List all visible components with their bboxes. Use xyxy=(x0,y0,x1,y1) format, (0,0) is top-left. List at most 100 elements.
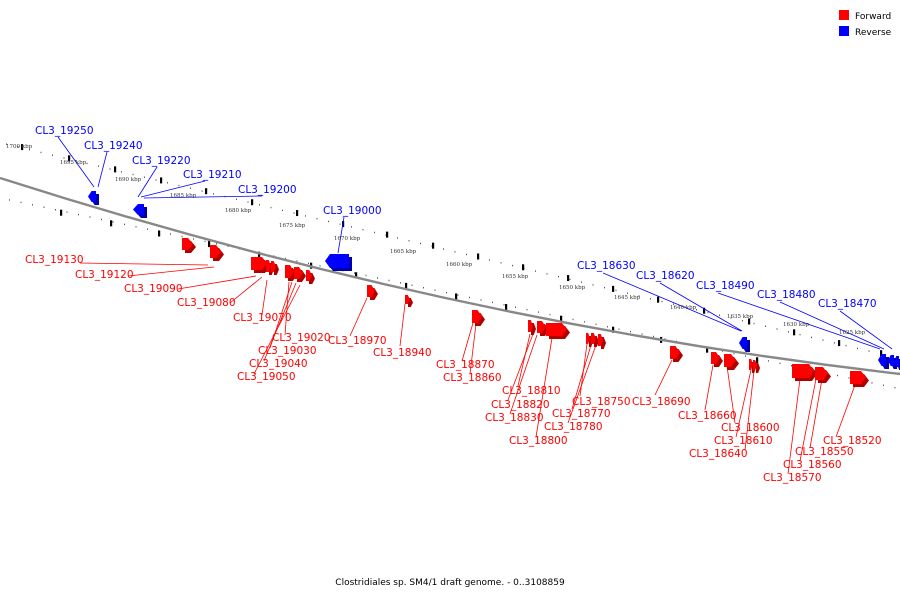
gene-label-cl3-18770[interactable]: CL3_18770 xyxy=(552,408,611,420)
gene-feature xyxy=(306,270,315,284)
gene-label-cl3-18750[interactable]: CL3_18750 xyxy=(572,396,631,408)
gene-labels: CL3_19250 CL3_19240 CL3_19220 CL3_19210 CL3_… xyxy=(25,125,882,484)
leader-line xyxy=(787,378,801,475)
leader-line xyxy=(177,275,257,290)
gene-label-cl3-18660[interactable]: CL3_18660 xyxy=(678,410,737,422)
gene-label-cl3-19020[interactable]: CL3_19020 xyxy=(272,332,331,344)
major-tick xyxy=(793,329,796,336)
leader-line xyxy=(349,297,368,337)
scale-label: 1695 kbp xyxy=(60,160,87,166)
gene-label-cl3-18610[interactable]: CL3_18610 xyxy=(714,435,773,447)
gene-label-cl3-18480[interactable]: CL3_18480 xyxy=(757,289,816,301)
major-tick xyxy=(110,220,113,227)
gene-label-cl3-18820[interactable]: CL3_18820 xyxy=(491,399,550,411)
leader-line xyxy=(726,365,736,424)
scale-label: 1685 kbp xyxy=(170,193,197,199)
major-tick xyxy=(258,251,261,258)
gene-label-cl3-18570[interactable]: CL3_18570 xyxy=(763,472,822,484)
leader-line xyxy=(127,266,215,277)
gene-label-cl3-18940[interactable]: CL3_18940 xyxy=(373,347,432,359)
gene-label-cl3-19250[interactable]: CL3_19250 xyxy=(35,125,94,137)
gene-label-cl3-18630[interactable]: CL3_18630 xyxy=(577,260,636,272)
scale-label: 1655 kbp xyxy=(502,274,529,280)
major-tick xyxy=(386,231,389,238)
gene-label-cl3-18600[interactable]: CL3_18600 xyxy=(721,422,780,434)
gene-label-cl3-19040[interactable]: CL3_19040 xyxy=(249,358,308,370)
gene-feature xyxy=(133,204,147,218)
gene-label-cl3-19120[interactable]: CL3_19120 xyxy=(75,269,134,281)
gene-feature xyxy=(598,334,606,349)
major-tick xyxy=(158,230,161,237)
major-tick xyxy=(455,293,458,300)
scale-label: 1680 kbp xyxy=(225,208,252,214)
gene-feature xyxy=(210,245,224,261)
leader-line xyxy=(602,272,742,332)
gene-feature xyxy=(528,320,536,335)
gene-label-cl3-18830[interactable]: CL3_18830 xyxy=(485,412,544,424)
leader-line xyxy=(253,284,301,375)
gene-label-cl3-19050[interactable]: CL3_19050 xyxy=(237,371,296,383)
gene-feature xyxy=(878,354,889,369)
gene-label-cl3-18860[interactable]: CL3_18860 xyxy=(443,372,502,384)
major-tick xyxy=(355,272,358,279)
gene-label-cl3-19030[interactable]: CL3_19030 xyxy=(258,345,317,357)
gene-label-cl3-18800[interactable]: CL3_18800 xyxy=(509,435,568,447)
leader-line xyxy=(835,384,856,438)
major-tick xyxy=(251,199,254,206)
gene-label-cl3-18690[interactable]: CL3_18690 xyxy=(632,396,691,408)
leader-line xyxy=(571,344,592,410)
gene-label-cl3-18470[interactable]: CL3_18470 xyxy=(818,298,877,310)
major-tick xyxy=(612,326,615,333)
gene-label-cl3-19090[interactable]: CL3_19090 xyxy=(124,283,183,295)
major-tick xyxy=(68,155,71,162)
leader-line xyxy=(567,344,597,424)
leader-line xyxy=(79,262,209,266)
gene-label-cl3-18810[interactable]: CL3_18810 xyxy=(502,385,561,397)
gene-label-cl3-19000[interactable]: CL3_19000 xyxy=(323,205,382,217)
leader-line xyxy=(399,303,406,347)
legend-forward-label: Forward xyxy=(855,12,891,22)
gene-label-cl3-19240[interactable]: CL3_19240 xyxy=(84,140,143,152)
gene-label-cl3-18560[interactable]: CL3_18560 xyxy=(783,459,842,471)
leader-line xyxy=(229,276,263,304)
leader-line xyxy=(839,310,893,350)
gene-label-cl3-18620[interactable]: CL3_18620 xyxy=(636,270,695,282)
gene-label-cl3-19220[interactable]: CL3_19220 xyxy=(132,155,191,167)
legend: Forward Reverse xyxy=(839,10,892,38)
gene-label-cl3-18520[interactable]: CL3_18520 xyxy=(823,435,882,447)
major-tick xyxy=(477,253,480,260)
gene-label-cl3-18550[interactable]: CL3_18550 xyxy=(795,446,854,458)
major-tick xyxy=(522,264,525,271)
scale-label: 1700 kbp xyxy=(6,144,33,150)
gene-feature xyxy=(546,323,570,339)
gene-label-cl3-19200[interactable]: CL3_19200 xyxy=(238,184,297,196)
gene-features xyxy=(88,191,900,387)
gene-label-cl3-18490[interactable]: CL3_18490 xyxy=(696,280,755,292)
major-tick xyxy=(208,241,211,248)
gene-label-cl3-18640[interactable]: CL3_18640 xyxy=(689,448,748,460)
scale-label: 1665 kbp xyxy=(390,249,417,255)
gene-label-cl3-19210[interactable]: CL3_19210 xyxy=(183,169,242,181)
major-tick xyxy=(838,340,841,347)
leader-line xyxy=(744,370,755,451)
genome-backbone xyxy=(0,176,900,376)
gene-label-cl3-18780[interactable]: CL3_18780 xyxy=(544,421,603,433)
scale-label: 1645 kbp xyxy=(614,295,641,301)
gene-label-cl3-18870[interactable]: CL3_18870 xyxy=(436,359,495,371)
gene-feature xyxy=(591,333,599,347)
gene-label-cl3-18970[interactable]: CL3_18970 xyxy=(328,335,387,347)
gene-label-cl3-19130[interactable]: CL3_19130 xyxy=(25,254,84,266)
gene-feature xyxy=(815,367,831,383)
gene-feature xyxy=(294,267,306,282)
leader-line xyxy=(809,378,823,449)
major-tick xyxy=(612,285,615,292)
gene-label-cl3-19080[interactable]: CL3_19080 xyxy=(177,297,236,309)
scale-label: 1650 kbp xyxy=(559,285,586,291)
gene-feature xyxy=(753,360,760,373)
gene-label-cl3-19070[interactable]: CL3_19070 xyxy=(233,312,292,324)
scale-label: 1690 kbp xyxy=(115,177,142,183)
gene-feature xyxy=(670,346,683,362)
major-tick xyxy=(657,296,660,303)
